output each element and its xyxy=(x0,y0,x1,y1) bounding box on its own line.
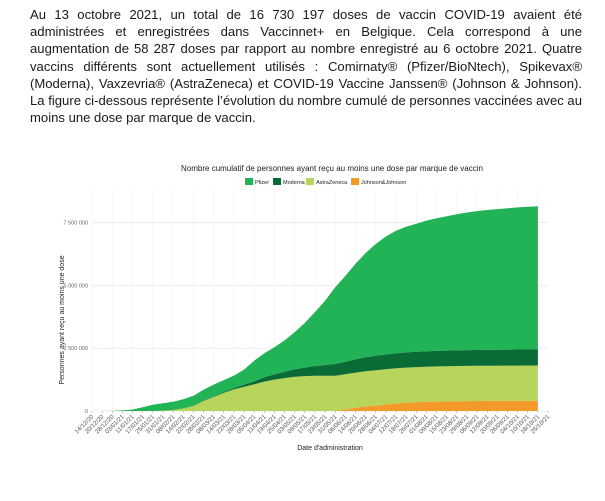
cumulative-vaccination-chart: Nombre cumulatif de personnes ayant reçu… xyxy=(59,164,552,452)
legend-swatch xyxy=(351,178,359,185)
area-series-pfizer xyxy=(92,206,538,411)
y-tick-label: 5 000 000 xyxy=(64,283,88,289)
chart-area-series xyxy=(92,206,538,411)
y-tick-label: 0 xyxy=(85,409,88,415)
legend-label: Moderna xyxy=(283,180,306,186)
legend-label: Pfizer xyxy=(255,180,269,186)
area-series-johnson-johnson xyxy=(92,400,538,411)
area-series-moderna xyxy=(92,349,538,411)
y-tick-label: 2 500 000 xyxy=(64,346,88,352)
y-axis-title: Personnes ayant reçu au moins une dose xyxy=(59,255,66,384)
intro-paragraph: Au 13 octobre 2021, un total de 16 730 1… xyxy=(30,7,582,126)
chart-title: Nombre cumulatif de personnes ayant reçu… xyxy=(181,164,483,173)
legend-swatch xyxy=(306,178,314,185)
x-axis-ticks: 14/12/2028/12/2011/01/2125/01/2108/02/21… xyxy=(73,411,552,435)
legend-swatch xyxy=(273,178,281,185)
x-axis-title: Date d'administration xyxy=(297,445,363,452)
area-series-astrazeneca xyxy=(92,365,538,411)
chart-legend: Pfizer Moderna AstraZeneca Johnson&Johnson xyxy=(245,178,406,186)
y-tick-label: 7 500 000 xyxy=(64,221,88,227)
legend-label: Johnson&Johnson xyxy=(361,180,406,186)
y-axis-ticks: 0 2 500 000 5 000 000 7 500 000 xyxy=(64,221,88,415)
legend-label: AstraZeneca xyxy=(316,180,348,186)
legend-swatch xyxy=(245,178,253,185)
